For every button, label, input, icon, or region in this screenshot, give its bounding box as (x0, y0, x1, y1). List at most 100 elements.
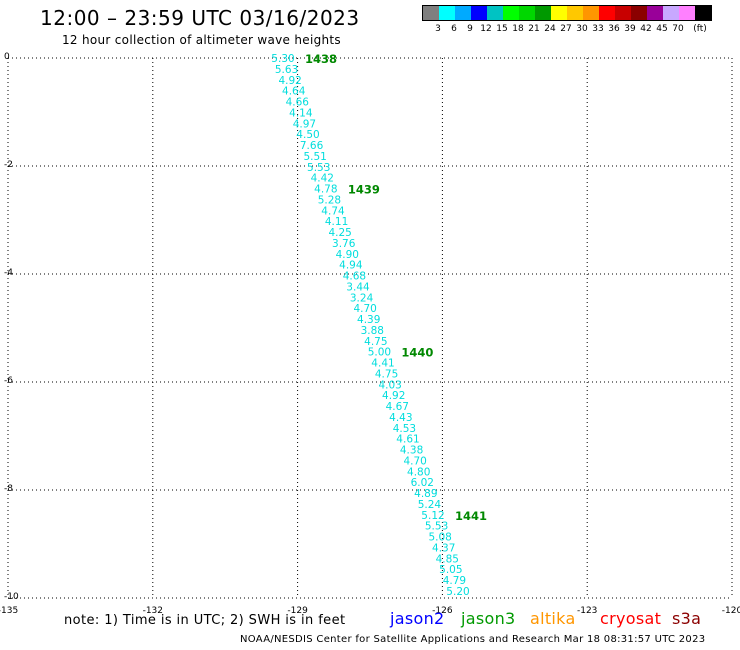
legend-label: 15 (496, 24, 508, 34)
lon-tick-label: -129 (287, 606, 308, 616)
swh-value: 4.43 (389, 412, 412, 424)
swh-value: 3.88 (361, 325, 384, 337)
swh-value: 3.44 (346, 281, 370, 293)
chart-subtitle: 12 hour collection of altimeter wave hei… (62, 33, 341, 47)
swh-value: 4.74 (321, 205, 345, 217)
legend-label: 30 (576, 24, 588, 34)
footer-credit: NOAA/NESDIS Center for Satellite Applica… (240, 634, 706, 645)
swh-value: 5.00 (368, 347, 391, 359)
time-label: 1438 (305, 52, 337, 66)
swh-value: 4.75 (364, 336, 387, 348)
lat-tick-label: -10 (4, 592, 19, 602)
lat-tick-label: -2 (4, 160, 13, 170)
legend-label: 45 (656, 24, 668, 34)
swh-value: 4.80 (407, 466, 430, 478)
color-scale-legend: 3 6 9 12 15 18 21 24 27 30 33 36 39 42 45 70 (ft) (422, 5, 712, 36)
swh-value: 4.39 (357, 314, 380, 326)
chart-title: 12:00 – 23:59 UTC 03/16/2023 (40, 6, 360, 30)
swh-value: 4.85 (436, 553, 459, 565)
swh-value: 5.63 (275, 64, 298, 76)
swh-value: 7.66 (300, 140, 324, 152)
swh-value: 5.53 (425, 521, 448, 533)
swh-value: 3.76 (332, 238, 356, 250)
swh-value: 6.02 (411, 477, 434, 489)
legend-swatch (535, 6, 551, 20)
swh-value: 4.53 (393, 423, 416, 435)
swh-value: 4.50 (296, 129, 319, 141)
legend-label: 27 (560, 24, 572, 34)
swh-value: 4.61 (396, 434, 419, 446)
legend-swatch (567, 6, 583, 20)
swh-value: 4.41 (371, 358, 394, 370)
legend-label: 6 (451, 24, 457, 34)
legend-swatch (631, 6, 647, 20)
swh-value: 5.12 (421, 510, 444, 522)
legend-label: 42 (640, 24, 652, 34)
swh-value: 4.42 (311, 173, 334, 185)
satellite-label-cryosat: cryosat (600, 609, 662, 628)
legend-label: 33 (592, 24, 604, 34)
legend-swatch (503, 6, 519, 20)
legend-swatch (663, 6, 679, 20)
legend-swatch (439, 6, 455, 20)
legend-label: 18 (512, 24, 524, 34)
legend-label: 9 (467, 24, 473, 34)
swh-value: 4.97 (293, 118, 316, 130)
swh-value: 4.70 (353, 303, 376, 315)
swh-value: 4.25 (328, 227, 351, 239)
swh-value: 4.37 (432, 542, 455, 554)
swh-value: 4.66 (286, 97, 310, 109)
swh-value: 4.75 (375, 368, 398, 380)
satellite-label-jason2: jason2 (390, 609, 445, 628)
legend-swatch (487, 6, 503, 20)
lat-tick-label: -8 (4, 484, 13, 494)
swh-value: 5.05 (439, 564, 462, 576)
swh-value: 4.38 (400, 445, 423, 457)
legend-label: 39 (624, 24, 636, 34)
legend-swatch (423, 6, 439, 20)
swh-value: 4.67 (386, 401, 409, 413)
legend-swatch (615, 6, 631, 20)
swh-value: 4.64 (282, 86, 306, 98)
swh-value: 5.28 (318, 194, 341, 206)
legend-label: 70 (672, 24, 684, 34)
satellite-label-jason3: jason3 (461, 609, 516, 628)
legend-swatch (519, 6, 535, 20)
satellite-label-altika: altika (530, 609, 576, 628)
swh-value: 5.08 (428, 532, 451, 544)
swh-value: 4.14 (289, 107, 313, 119)
swh-value: 4.90 (336, 249, 359, 261)
swh-value: 4.92 (278, 75, 301, 87)
legend-label: 36 (608, 24, 620, 34)
legend-label: 24 (544, 24, 556, 34)
legend-label: 3 (435, 24, 441, 34)
swh-value: 5.30 (271, 53, 294, 65)
time-label: 1439 (348, 183, 380, 197)
lat-tick-label: -6 (4, 376, 13, 386)
time-label: 1441 (455, 509, 487, 523)
legend-label: (ft) (693, 24, 707, 34)
swh-value: 3.24 (350, 292, 374, 304)
swh-value: 4.94 (339, 260, 363, 272)
legend-labels: 3 6 9 12 15 18 21 24 27 30 33 36 39 42 45 70 (ft) (422, 24, 712, 36)
satellite-label-s3a: s3a (672, 609, 702, 628)
lat-tick-label: -4 (4, 268, 13, 278)
legend-swatch (471, 6, 487, 20)
lon-tick-label: -120 (722, 606, 740, 616)
lat-tick-label: 0 (4, 52, 10, 62)
legend-swatch (599, 6, 615, 20)
swh-value: 5.53 (307, 162, 330, 174)
legend-swatch (583, 6, 599, 20)
legend-swatch (679, 6, 695, 20)
swh-value: 4.68 (343, 271, 366, 283)
legend-swatches (422, 5, 712, 21)
swh-value: 4.11 (325, 216, 348, 228)
swh-value: 4.78 (314, 184, 337, 196)
lon-tick-label: -123 (577, 606, 597, 616)
legend-label: 21 (528, 24, 540, 34)
lon-tick-label: -132 (143, 606, 163, 616)
lon-tick-label: -135 (0, 606, 18, 616)
swh-value: 4.89 (414, 488, 437, 500)
swh-value: 5.24 (418, 499, 442, 511)
